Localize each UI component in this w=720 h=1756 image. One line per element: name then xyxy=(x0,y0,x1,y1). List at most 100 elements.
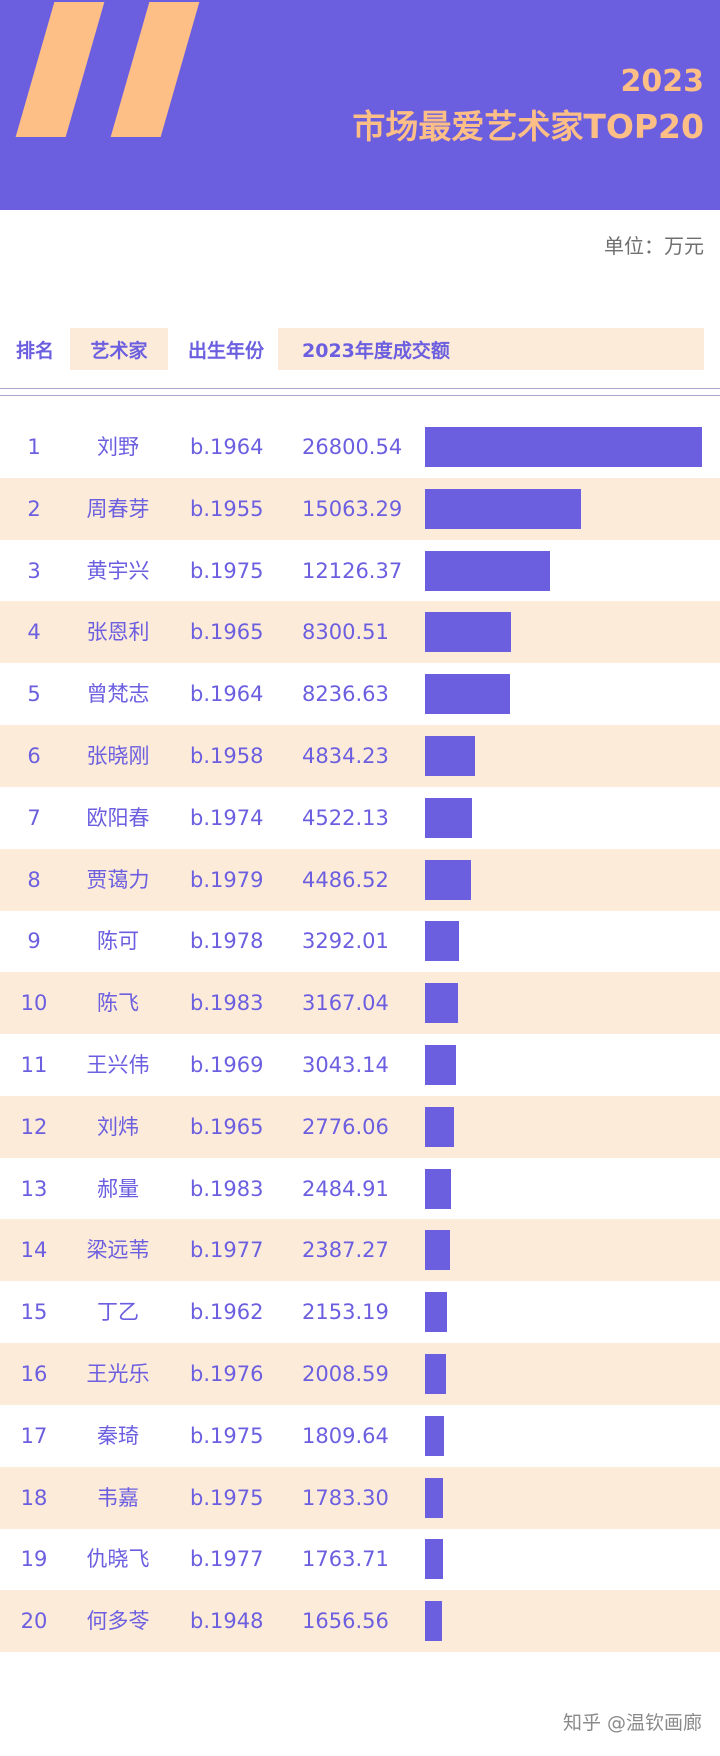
rank-cell: 13 xyxy=(20,1176,48,1201)
deal-bar xyxy=(425,488,581,529)
table-row: 18 韦嘉 b.1975 1783.30 xyxy=(0,1466,720,1529)
deal-bar xyxy=(425,1477,444,1518)
birth-year-cell: b.1955 xyxy=(190,496,264,521)
artist-cell: 黄宇兴 xyxy=(86,558,150,583)
table-row: 11 王兴伟 b.1969 3043.14 xyxy=(0,1034,720,1096)
deal-value-label: 2153.19 xyxy=(302,1300,389,1325)
rank-cell: 18 xyxy=(20,1485,48,1510)
table-row: 6 张晓刚 b.1958 4834.23 xyxy=(0,725,720,787)
deal-value-label: 4834.23 xyxy=(302,744,389,768)
rank-cell: 6 xyxy=(27,744,41,768)
table-row: 5 曾梵志 b.1964 8236.63 xyxy=(0,663,720,725)
artist-cell: 曾梵志 xyxy=(86,682,150,707)
page-title: 市场最爱艺术家TOP20 xyxy=(352,107,704,146)
deal-bar xyxy=(425,1415,444,1456)
rank-cell: 2 xyxy=(27,496,41,521)
unit-label: 单位：万元 xyxy=(604,234,704,258)
rank-cell: 19 xyxy=(20,1547,48,1572)
artist-cell: 郝量 xyxy=(97,1176,139,1201)
table-row: 16 王光乐 b.1976 2008.59 xyxy=(0,1343,720,1405)
artist-cell: 王兴伟 xyxy=(86,1053,150,1077)
rank-cell: 5 xyxy=(27,682,41,707)
rank-cell: 20 xyxy=(20,1609,48,1634)
deal-value-label: 15063.29 xyxy=(302,496,403,521)
deal-bar xyxy=(425,1230,450,1271)
artist-cell: 仇晓飞 xyxy=(86,1547,150,1572)
deal-value-label: 8300.51 xyxy=(302,620,389,645)
deal-bar xyxy=(425,550,551,591)
deal-bar xyxy=(425,921,460,962)
deal-bar xyxy=(425,859,472,900)
birth-year-cell: b.1964 xyxy=(190,682,264,707)
birth-year-cell: b.1962 xyxy=(190,1300,264,1325)
quote-mark-right-shape xyxy=(110,2,200,137)
header-year: 2023 xyxy=(620,64,705,99)
deal-bar xyxy=(425,797,472,838)
birth-year-cell: b.1975 xyxy=(190,558,264,583)
table-row: 3 黄宇兴 b.1975 12126.37 xyxy=(0,540,720,602)
table-row: 4 张恩利 b.1965 8300.51 xyxy=(0,601,720,664)
artist-cell: 韦嘉 xyxy=(97,1485,139,1510)
birth-year-cell: b.1964 xyxy=(190,435,264,459)
deal-bar xyxy=(425,1354,446,1394)
rank-cell: 17 xyxy=(20,1423,48,1448)
column-header-deal: 2023年度成交额 xyxy=(278,328,704,370)
deal-value-label: 1809.64 xyxy=(302,1423,389,1448)
birth-year-cell: b.1958 xyxy=(190,744,264,768)
birth-year-cell: b.1975 xyxy=(190,1485,264,1510)
header-banner: 2023 市场最爱艺术家TOP20 xyxy=(0,0,720,210)
artist-cell: 张晓刚 xyxy=(86,744,150,768)
table-row: 12 刘炜 b.1965 2776.06 xyxy=(0,1095,720,1158)
deal-value-label: 4522.13 xyxy=(302,805,389,830)
artist-cell: 丁乙 xyxy=(97,1300,139,1325)
deal-value-label: 2008.59 xyxy=(302,1362,389,1386)
table-row: 13 郝量 b.1983 2484.91 xyxy=(0,1158,720,1220)
artist-cell: 欧阳春 xyxy=(86,805,150,830)
artist-cell: 何多苓 xyxy=(86,1609,150,1634)
birth-year-cell: b.1969 xyxy=(190,1053,264,1077)
deal-value-label: 8236.63 xyxy=(302,682,389,707)
table-row: 14 梁远苇 b.1977 2387.27 xyxy=(0,1219,720,1282)
rank-cell: 8 xyxy=(27,867,41,892)
column-header-artist: 艺术家 xyxy=(70,328,168,370)
header-divider xyxy=(0,388,720,389)
artist-cell: 贾蔼力 xyxy=(86,867,150,892)
rank-cell: 14 xyxy=(20,1238,48,1263)
table-row: 9 陈可 b.1978 3292.01 xyxy=(0,910,720,972)
deal-value-label: 2776.06 xyxy=(302,1114,389,1139)
deal-value-label: 3167.04 xyxy=(302,991,389,1016)
column-header-birth: 出生年份 xyxy=(187,339,264,362)
birth-year-cell: b.1977 xyxy=(190,1547,264,1572)
deal-value-label: 3043.14 xyxy=(302,1053,389,1077)
table-row: 1 刘野 b.1964 26800.54 xyxy=(0,416,720,478)
deal-bar xyxy=(425,983,458,1024)
table-row: 15 丁乙 b.1962 2153.19 xyxy=(0,1281,720,1343)
deal-bar xyxy=(425,1045,457,1085)
birth-year-cell: b.1977 xyxy=(190,1238,264,1263)
rank-cell: 7 xyxy=(27,805,41,830)
artist-cell: 王光乐 xyxy=(86,1362,150,1386)
rank-cell: 4 xyxy=(27,620,41,645)
birth-year-cell: b.1974 xyxy=(190,805,264,830)
deal-value-label: 1656.56 xyxy=(302,1609,389,1634)
quote-mark-left-shape xyxy=(15,2,105,137)
birth-year-cell: b.1975 xyxy=(190,1423,264,1448)
birth-year-cell: b.1983 xyxy=(190,1176,264,1201)
rank-cell: 9 xyxy=(27,929,41,954)
artist-cell: 秦琦 xyxy=(97,1423,139,1448)
table-row: 2 周春芽 b.1955 15063.29 xyxy=(0,477,720,540)
birth-year-cell: b.1948 xyxy=(190,1609,264,1634)
rank-cell: 10 xyxy=(20,991,48,1016)
artist-cell: 陈可 xyxy=(97,929,139,954)
table-row: 8 贾蔼力 b.1979 4486.52 xyxy=(0,848,720,911)
rank-cell: 3 xyxy=(27,558,41,583)
deal-value-label: 3292.01 xyxy=(302,929,389,954)
artist-cell: 陈飞 xyxy=(97,991,139,1016)
deal-bar xyxy=(425,1292,448,1333)
artist-cell: 刘炜 xyxy=(97,1114,139,1139)
birth-year-cell: b.1965 xyxy=(190,1114,264,1139)
deal-value-label: 1763.71 xyxy=(302,1547,389,1572)
table-row: 10 陈飞 b.1983 3167.04 xyxy=(0,972,720,1035)
deal-bar xyxy=(425,1168,451,1209)
rank-cell: 12 xyxy=(20,1114,48,1139)
